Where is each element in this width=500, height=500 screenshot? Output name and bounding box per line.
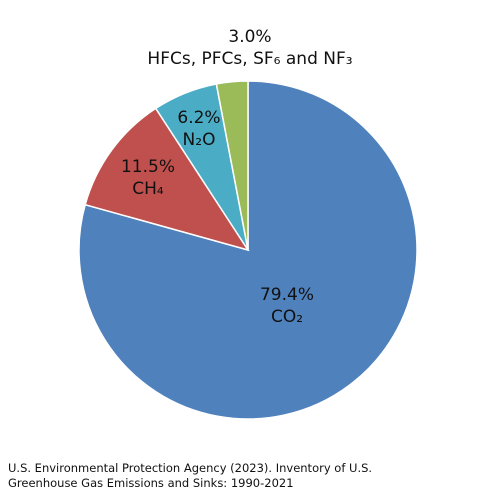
data-label-value-2: 6.2% (177, 108, 220, 128)
data-label-name-1: CH₄ (132, 179, 164, 199)
data-label-name-0: CO₂ (271, 307, 303, 327)
source-line-1: U.S. Environmental Protection Agency (20… (8, 461, 373, 475)
data-label-value-3: 3.0% (228, 27, 271, 47)
pie-labels: 79.4%CO₂ 11.5%CH₄ 6.2%N₂O 3.0%HFCs, PFCs, S… (121, 27, 353, 327)
data-label-name-2: N₂O (183, 130, 216, 150)
data-label-name-3: HFCs, PFCs, SF₆ and NF₃ (147, 49, 352, 69)
pie-slices (78, 80, 418, 420)
pie-slice-hfcs-pfcs-sf-and-nf (215, 80, 249, 251)
data-label-value-1: 11.5% (121, 157, 175, 177)
source-note: U.S. Environmental Protection Agency (20… (8, 461, 492, 491)
data-label-value-0: 79.4% (260, 285, 314, 305)
source-line-2: Greenhouse Gas Emissions and Sinks: 1990… (8, 476, 294, 490)
pie-slice-ch (84, 107, 250, 252)
